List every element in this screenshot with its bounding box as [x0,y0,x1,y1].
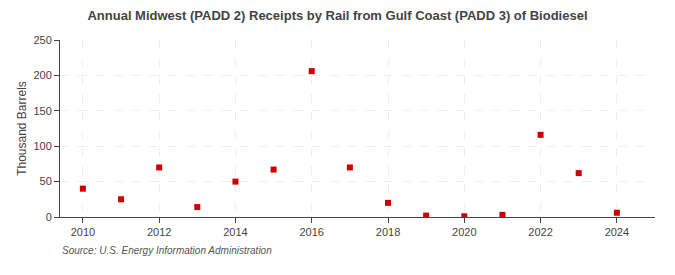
svg-text:150: 150 [33,105,51,117]
svg-text:100: 100 [33,140,51,152]
svg-text:Annual Midwest (PADD 2) Receip: Annual Midwest (PADD 2) Receipts by Rail… [87,8,587,23]
svg-text:2014: 2014 [223,226,247,238]
svg-text:2016: 2016 [299,226,323,238]
svg-text:2010: 2010 [71,226,95,238]
svg-text:2024: 2024 [605,226,629,238]
svg-text:2022: 2022 [528,226,552,238]
svg-text:2012: 2012 [147,226,171,238]
svg-text:Thousand Barrels: Thousand Barrels [15,81,29,176]
svg-text:0: 0 [46,211,52,223]
svg-text:2020: 2020 [452,226,476,238]
svg-text:50: 50 [40,175,52,187]
svg-text:2018: 2018 [376,226,400,238]
svg-text:200: 200 [33,69,51,81]
svg-text:Source: U.S. Energy Informatio: Source: U.S. Energy Information Administ… [62,245,272,256]
svg-text:250: 250 [33,34,51,46]
